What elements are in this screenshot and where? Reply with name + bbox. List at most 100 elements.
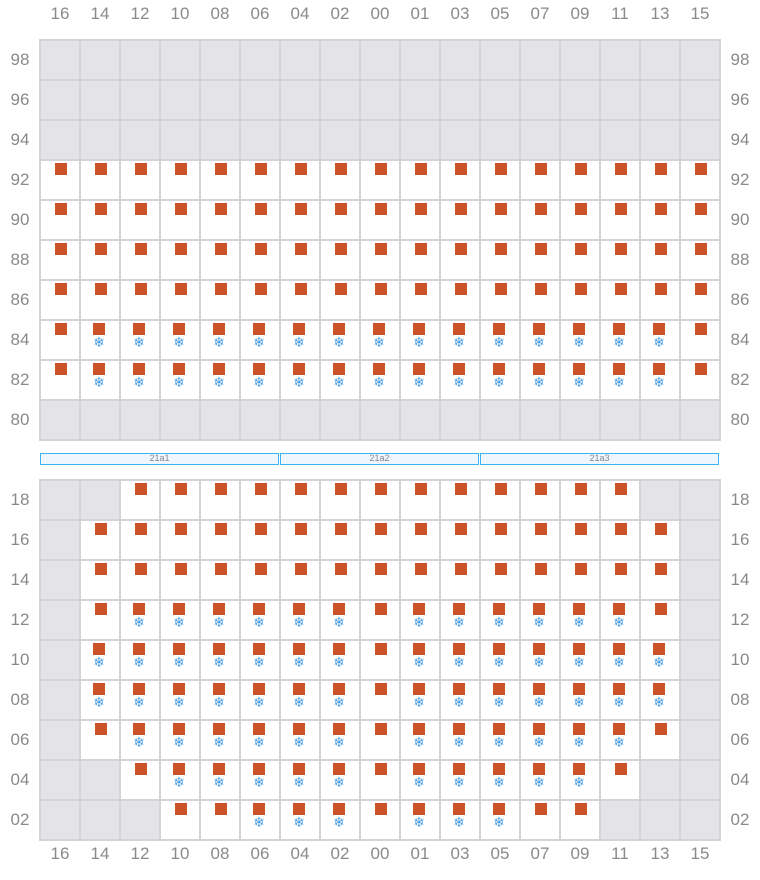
rack-slot[interactable]: ❄ xyxy=(201,761,239,799)
rack-slot[interactable] xyxy=(681,281,719,319)
rack-slot[interactable] xyxy=(121,241,159,279)
rack-slot[interactable] xyxy=(321,521,359,559)
rack-slot[interactable]: ❄ xyxy=(321,641,359,679)
rack-slot[interactable] xyxy=(641,281,679,319)
rack-slot[interactable] xyxy=(361,201,399,239)
rack-slot[interactable] xyxy=(641,201,679,239)
rack-slot[interactable]: ❄ xyxy=(561,721,599,759)
rack-slot[interactable] xyxy=(641,601,679,639)
rack-slot[interactable] xyxy=(641,561,679,599)
rack-slot[interactable] xyxy=(361,481,399,519)
rack-slot[interactable] xyxy=(561,561,599,599)
rack-slot[interactable] xyxy=(161,481,199,519)
rack-slot[interactable]: ❄ xyxy=(321,601,359,639)
rack-slot[interactable] xyxy=(241,201,279,239)
rack-slot[interactable] xyxy=(281,281,319,319)
rack-slot[interactable] xyxy=(121,561,159,599)
rack-slot[interactable] xyxy=(41,281,79,319)
rack-slot[interactable] xyxy=(561,241,599,279)
rack-slot[interactable]: ❄ xyxy=(201,681,239,719)
rack-slot[interactable]: ❄ xyxy=(241,601,279,639)
rack-slot[interactable]: ❄ xyxy=(121,361,159,399)
rack-slot[interactable] xyxy=(201,521,239,559)
rack-slot[interactable]: ❄ xyxy=(641,361,679,399)
rack-slot[interactable] xyxy=(481,521,519,559)
rack-slot[interactable]: ❄ xyxy=(81,641,119,679)
rack-slot[interactable] xyxy=(121,761,159,799)
rack-slot[interactable] xyxy=(681,321,719,359)
rack-slot[interactable]: ❄ xyxy=(201,321,239,359)
rack-slot[interactable]: ❄ xyxy=(441,761,479,799)
rack-slot[interactable] xyxy=(521,201,559,239)
rack-slot[interactable]: ❄ xyxy=(601,721,639,759)
rack-slot[interactable]: ❄ xyxy=(281,721,319,759)
rack-slot[interactable] xyxy=(361,601,399,639)
rack-slot[interactable]: ❄ xyxy=(401,361,439,399)
rack-slot[interactable] xyxy=(601,481,639,519)
rack-slot[interactable] xyxy=(201,281,239,319)
rack-slot[interactable]: ❄ xyxy=(81,681,119,719)
rack-slot[interactable] xyxy=(41,161,79,199)
rack-slot[interactable]: ❄ xyxy=(361,321,399,359)
rack-slot[interactable] xyxy=(401,201,439,239)
rack-slot[interactable]: ❄ xyxy=(441,801,479,839)
rack-slot[interactable]: ❄ xyxy=(401,641,439,679)
rack-slot[interactable] xyxy=(81,721,119,759)
rack-slot[interactable] xyxy=(401,241,439,279)
rack-slot[interactable] xyxy=(281,161,319,199)
rack-slot[interactable]: ❄ xyxy=(601,361,639,399)
rack-slot[interactable] xyxy=(161,561,199,599)
rack-slot[interactable]: ❄ xyxy=(601,601,639,639)
rack-slot[interactable] xyxy=(561,161,599,199)
rack-slot[interactable]: ❄ xyxy=(281,801,319,839)
rack-slot[interactable] xyxy=(41,361,79,399)
rack-slot[interactable] xyxy=(321,241,359,279)
rack-slot[interactable] xyxy=(201,201,239,239)
rack-slot[interactable] xyxy=(601,561,639,599)
rack-slot[interactable]: ❄ xyxy=(481,601,519,639)
rack-slot[interactable] xyxy=(361,561,399,599)
rack-slot[interactable]: ❄ xyxy=(201,721,239,759)
rack-slot[interactable] xyxy=(401,521,439,559)
rack-slot[interactable]: ❄ xyxy=(561,321,599,359)
rack-slot[interactable] xyxy=(561,521,599,559)
rack-slot[interactable] xyxy=(601,761,639,799)
rack-slot[interactable]: ❄ xyxy=(321,761,359,799)
rack-slot[interactable] xyxy=(361,721,399,759)
rack-slot[interactable]: ❄ xyxy=(561,761,599,799)
rack-slot[interactable]: ❄ xyxy=(281,761,319,799)
rack-slot[interactable] xyxy=(121,201,159,239)
rack-slot[interactable]: ❄ xyxy=(281,321,319,359)
rack-slot[interactable] xyxy=(281,521,319,559)
rack-slot[interactable] xyxy=(521,241,559,279)
zone-21a3[interactable]: 21a3 xyxy=(480,453,719,465)
rack-slot[interactable]: ❄ xyxy=(481,801,519,839)
rack-slot[interactable]: ❄ xyxy=(521,601,559,639)
rack-slot[interactable] xyxy=(41,201,79,239)
rack-slot[interactable] xyxy=(441,481,479,519)
rack-slot[interactable] xyxy=(561,801,599,839)
rack-slot[interactable] xyxy=(641,521,679,559)
rack-slot[interactable]: ❄ xyxy=(561,681,599,719)
rack-slot[interactable] xyxy=(321,481,359,519)
rack-slot[interactable] xyxy=(681,201,719,239)
rack-slot[interactable] xyxy=(41,321,79,359)
rack-slot[interactable]: ❄ xyxy=(481,681,519,719)
rack-slot[interactable] xyxy=(161,201,199,239)
rack-slot[interactable]: ❄ xyxy=(521,761,559,799)
rack-slot[interactable] xyxy=(481,241,519,279)
rack-slot[interactable] xyxy=(81,281,119,319)
rack-slot[interactable] xyxy=(81,161,119,199)
rack-slot[interactable]: ❄ xyxy=(361,361,399,399)
rack-slot[interactable] xyxy=(681,361,719,399)
rack-slot[interactable] xyxy=(201,561,239,599)
rack-slot[interactable]: ❄ xyxy=(161,641,199,679)
rack-slot[interactable]: ❄ xyxy=(561,361,599,399)
rack-slot[interactable]: ❄ xyxy=(401,681,439,719)
rack-slot[interactable] xyxy=(361,241,399,279)
rack-slot[interactable] xyxy=(401,161,439,199)
rack-slot[interactable]: ❄ xyxy=(161,361,199,399)
rack-slot[interactable]: ❄ xyxy=(121,681,159,719)
rack-slot[interactable] xyxy=(681,241,719,279)
rack-slot[interactable]: ❄ xyxy=(481,761,519,799)
